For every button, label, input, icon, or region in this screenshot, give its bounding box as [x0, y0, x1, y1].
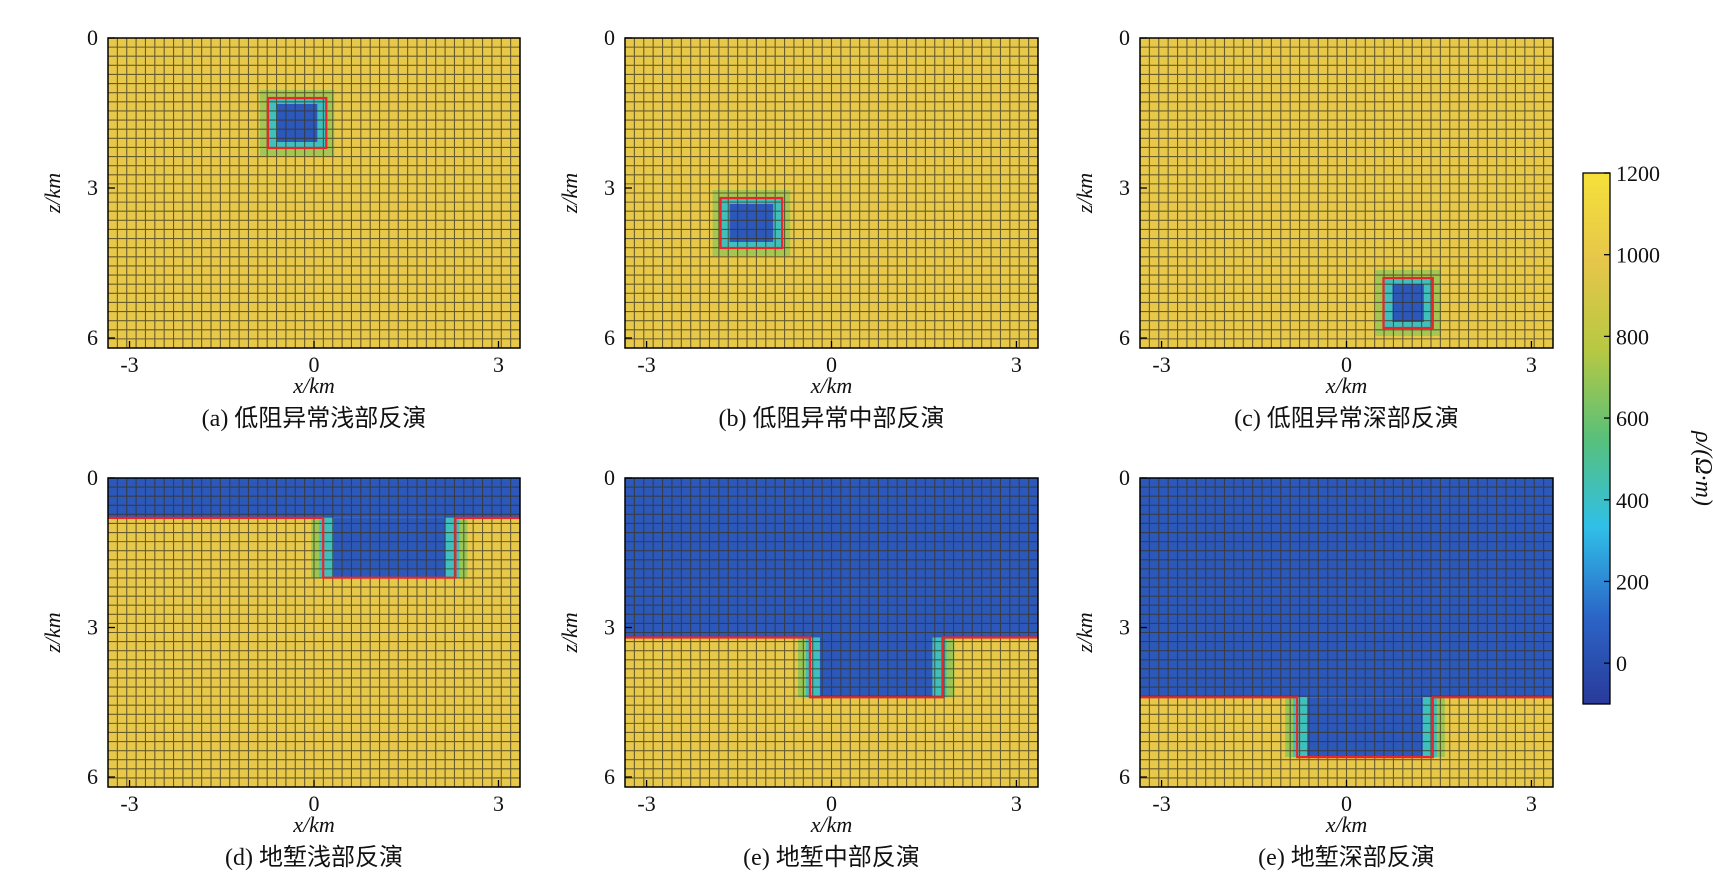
- true-model-outline: [266, 96, 328, 150]
- panel-a: -3 0 3 0 3 6 x/km z/km (a) 低阻异常浅部反演: [40, 25, 521, 432]
- y-tick-label: 3: [87, 175, 98, 200]
- heatmap-cells: [108, 478, 520, 787]
- y-tick-label: 6: [87, 325, 98, 350]
- x-axis-label: x/km: [1325, 812, 1368, 837]
- colorbar-tick-label: 1200: [1616, 161, 1660, 186]
- true-model-outline: [1382, 276, 1434, 330]
- y-tick-label: 0: [604, 465, 615, 490]
- mesh-grid: [1140, 478, 1553, 787]
- colorbar-tick-label: 600: [1616, 406, 1649, 431]
- panel-caption: (c) 低阻异常深部反演: [1234, 405, 1459, 432]
- y-tick-label: 3: [1119, 615, 1130, 640]
- y-tick-label: 0: [1119, 25, 1130, 50]
- mesh-grid: [625, 38, 1038, 348]
- colorbar-tick-label: 0: [1616, 651, 1627, 676]
- y-tick-label: 6: [87, 764, 98, 789]
- y-tick-label: 3: [604, 615, 615, 640]
- panel-caption: (e) 地堑深部反演: [1258, 844, 1435, 871]
- y-tick-label: 3: [604, 175, 615, 200]
- panel-f: -3 0 3 0 3 6 x/km z/km (e) 地堑深部反演: [1072, 465, 1554, 871]
- x-tick-label: -3: [120, 791, 138, 816]
- x-tick-label: 0: [309, 352, 320, 377]
- x-axis-label: x/km: [810, 812, 853, 837]
- true-model-outline: [108, 516, 520, 579]
- colorbar-label: ρ/(Ω·m): [1690, 430, 1713, 506]
- heatmap-cells: [1140, 38, 1553, 348]
- mesh-grid: [625, 478, 1038, 787]
- y-tick-label: 6: [604, 325, 615, 350]
- y-tick-label: 0: [604, 25, 615, 50]
- x-tick-label: -3: [1152, 791, 1170, 816]
- x-tick-label: -3: [637, 352, 655, 377]
- y-tick-label: 6: [1119, 764, 1130, 789]
- panel-e: -3 0 3 0 3 6 x/km z/km (e) 地堑中部反演: [557, 465, 1039, 871]
- y-tick-label: 3: [1119, 175, 1130, 200]
- x-axis-label: x/km: [810, 373, 853, 398]
- x-tick-label: 3: [1526, 352, 1537, 377]
- anomaly-core: [1392, 284, 1424, 322]
- y-axis-label: z/km: [1072, 612, 1097, 653]
- heatmap-cells: [1140, 478, 1553, 787]
- y-tick-label: 6: [604, 764, 615, 789]
- x-tick-label: -3: [1152, 352, 1170, 377]
- y-axis-label: z/km: [1072, 173, 1097, 214]
- panel-caption: (b) 低阻异常中部反演: [719, 405, 945, 432]
- x-tick-label: 3: [1011, 352, 1022, 377]
- mesh-grid: [1140, 38, 1553, 348]
- x-axis-label: x/km: [292, 373, 335, 398]
- colorbar-tick-label: 200: [1616, 569, 1649, 594]
- anomaly-core: [276, 104, 318, 142]
- panel-caption: (a) 低阻异常浅部反演: [202, 405, 427, 432]
- y-tick-label: 0: [1119, 465, 1130, 490]
- y-tick-label: 3: [87, 615, 98, 640]
- colorbar-tick-label: 400: [1616, 488, 1649, 513]
- panel-b: -3 0 3 0 3 6 x/km z/km (b) 低阻异常中部反演: [557, 25, 1039, 432]
- panel-d: -3 0 3 0 3 6 x/km z/km (d) 地堑浅部反演: [40, 465, 521, 871]
- true-model-outline: [1140, 696, 1553, 759]
- panel-caption: (e) 地堑中部反演: [743, 844, 920, 871]
- x-tick-label: 3: [493, 791, 504, 816]
- true-model-outline: [625, 636, 1038, 699]
- x-axis-label: x/km: [1325, 373, 1368, 398]
- panels: -3 0 3 0 3 6 x/km z/km (a) 低阻异常浅部反演 -3 0 3 0 3 6 x/km z/…: [40, 25, 1554, 871]
- true-model-outline: [719, 196, 784, 250]
- y-tick-label: 0: [87, 465, 98, 490]
- x-tick-label: 0: [309, 791, 320, 816]
- heatmap-cells: [108, 38, 520, 348]
- y-tick-label: 0: [87, 25, 98, 50]
- y-axis-label: z/km: [40, 612, 65, 653]
- x-tick-label: 0: [826, 791, 837, 816]
- x-axis-label: x/km: [292, 812, 335, 837]
- colorbar-tick-label: 1000: [1616, 243, 1660, 268]
- x-tick-label: 0: [1341, 791, 1352, 816]
- panel-caption: (d) 地堑浅部反演: [225, 844, 403, 871]
- x-tick-label: 0: [1341, 352, 1352, 377]
- x-tick-label: -3: [637, 791, 655, 816]
- colorbar: 1200 1000 800 600 400 200 0 ρ/(Ω·m): [1582, 161, 1713, 705]
- panel-c: -3 0 3 0 3 6 x/km z/km (c) 低阻异常深部反演: [1072, 25, 1554, 432]
- y-axis-label: z/km: [557, 612, 582, 653]
- x-tick-label: -3: [120, 352, 138, 377]
- mesh-grid: [108, 38, 520, 348]
- x-tick-label: 3: [1526, 791, 1537, 816]
- colorbar-scale: [1582, 172, 1611, 705]
- heatmap-cells: [625, 478, 1038, 787]
- x-tick-label: 3: [493, 352, 504, 377]
- x-tick-label: 0: [826, 352, 837, 377]
- colorbar-tick-label: 800: [1616, 324, 1649, 349]
- anomaly-core: [729, 204, 774, 242]
- x-tick-label: 3: [1011, 791, 1022, 816]
- y-tick-label: 6: [1119, 325, 1130, 350]
- y-axis-label: z/km: [40, 173, 65, 214]
- heatmap-cells: [625, 38, 1038, 348]
- y-axis-label: z/km: [557, 173, 582, 214]
